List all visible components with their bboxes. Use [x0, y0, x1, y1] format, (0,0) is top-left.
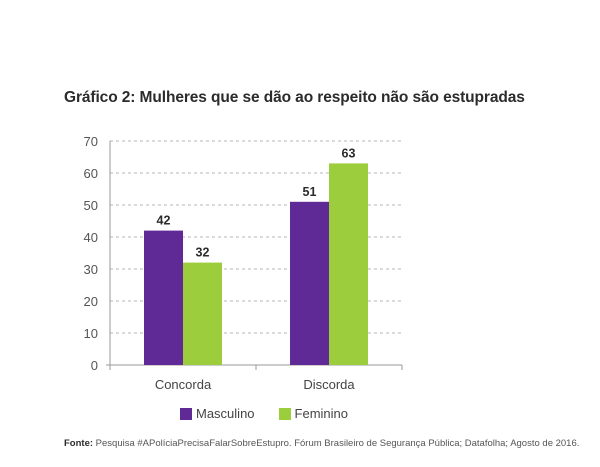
y-tick-label-20: 20 [84, 294, 98, 309]
chart-title: Gráfico 2: Mulheres que se dão ao respei… [64, 89, 525, 106]
y-tick-label-60: 60 [84, 166, 98, 181]
legend-swatch-feminino [278, 407, 291, 420]
bar-feminino-discorda [329, 163, 368, 365]
source-note: Fonte: Pesquisa #APolíciaPrecisaFalarSob… [64, 438, 579, 449]
data-label-feminino-concorda: 32 [196, 246, 210, 260]
legend-label-masculino: Masculino [196, 406, 255, 421]
legend-swatch-masculino [180, 407, 192, 420]
y-tick-label-10: 10 [84, 326, 98, 341]
category-label-concorda: Concorda [155, 377, 212, 392]
y-tick-label-0: 0 [91, 358, 98, 373]
bar-masculino-concorda [144, 230, 183, 365]
bar-feminino-concorda [183, 262, 222, 365]
legend-item-feminino: Feminino [278, 406, 348, 421]
bars [144, 163, 368, 365]
bar-masculino-discorda [290, 201, 329, 365]
legend: Masculino Feminino [180, 406, 372, 421]
y-tick-label-70: 70 [84, 134, 98, 149]
source-text: Pesquisa #APolíciaPrecisaFalarSobreEstup… [93, 438, 580, 449]
y-tick-label-50: 50 [84, 198, 98, 213]
source-label: Fonte: [64, 438, 94, 449]
y-tick-label-40: 40 [84, 230, 98, 245]
data-labels: 42 32 51 63 [157, 146, 356, 259]
y-tick-label-30: 30 [84, 262, 98, 277]
data-label-feminino-discorda: 63 [342, 146, 356, 160]
category-label-discorda: Discorda [303, 377, 355, 392]
legend-item-masculino: Masculino [180, 406, 255, 421]
data-label-masculino-concorda: 42 [157, 214, 171, 228]
legend-label-feminino: Feminino [294, 406, 348, 421]
axes: 0 10 20 30 40 50 60 70 Concorda Discorda [84, 134, 403, 392]
data-label-masculino-discorda: 51 [303, 185, 317, 199]
